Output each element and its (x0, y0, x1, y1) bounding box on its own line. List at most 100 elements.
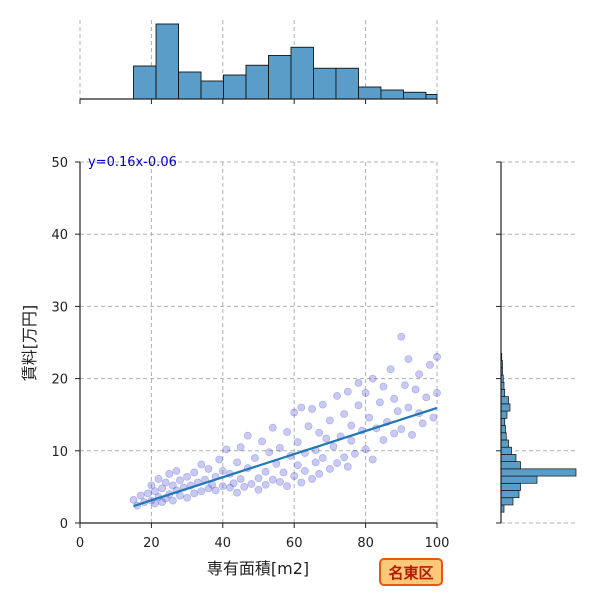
scatter-point (293, 438, 302, 447)
scatter-point (343, 462, 352, 471)
y-hist-bar (500, 454, 517, 462)
scatter-point (311, 458, 320, 467)
scatter-point (226, 483, 234, 492)
scatter-point (236, 475, 245, 483)
x-hist-bar (178, 71, 202, 100)
scatter-point (258, 437, 266, 446)
y-tick-label: 50 (51, 156, 68, 171)
scatter-point (176, 476, 184, 485)
scatter-point (340, 410, 349, 418)
scatter-point (393, 407, 402, 415)
scatter-point (197, 460, 206, 469)
x-hist-bar (290, 46, 314, 100)
x-hist-bar (358, 86, 382, 100)
scatter-point (329, 442, 338, 451)
scatter-point (350, 449, 359, 458)
x-hist-bar (155, 23, 179, 100)
x-tick-label: 100 (425, 536, 450, 551)
scatter-point (397, 332, 406, 341)
x-tick-label: 20 (143, 536, 160, 551)
x-tick-label: 0 (76, 536, 84, 551)
right-hist-grid (501, 161, 578, 524)
scatter-point (301, 467, 309, 475)
scatter-point (290, 472, 299, 480)
scatter-point (343, 387, 352, 396)
scatter-point (297, 478, 306, 487)
x-hist-bar (380, 89, 404, 100)
regression-line-group (133, 406, 438, 508)
y-axis-label: 賃料[万円] (20, 305, 39, 382)
scatter-point (404, 355, 413, 364)
scatter-point (304, 422, 313, 431)
scatter-point (379, 382, 388, 391)
scatter-point (322, 434, 331, 443)
scatter-point (318, 454, 327, 462)
ward-badge-box (379, 558, 443, 586)
ward-badge: 名東区 (379, 558, 443, 586)
regression-line (133, 406, 438, 508)
scatter-point (190, 489, 199, 498)
x-tick-label: 80 (357, 536, 374, 551)
scatter-point (161, 478, 170, 487)
scatter-point (425, 360, 434, 369)
x-axis-label: 専有面積[m2] (207, 559, 309, 578)
scatter-point (361, 389, 370, 397)
main-grid (79, 161, 438, 524)
scatter-point (218, 467, 227, 475)
y-hist-bar (500, 446, 512, 455)
y-hist-bar (500, 410, 508, 419)
scatter-point (368, 374, 377, 383)
x-hist-bar (402, 91, 427, 100)
scatter-point (204, 464, 213, 473)
scatter-point (236, 443, 245, 452)
scatter-point (265, 448, 274, 457)
y-hist-bar (500, 490, 520, 499)
scatter-point (254, 474, 263, 483)
scatter-point (333, 392, 341, 400)
y-hist-bar (500, 396, 509, 405)
scatter-point (433, 353, 441, 361)
scatter-point (293, 461, 302, 470)
scatter-point (222, 445, 231, 454)
scatter-point (297, 403, 306, 412)
y-tick-label: 40 (51, 228, 68, 243)
scatter-point (276, 477, 284, 486)
scatter-point (261, 480, 270, 489)
scatter-point (147, 481, 156, 490)
scatter-point (379, 436, 388, 444)
regression-equation-annotation: y=0.16x-0.06 (88, 155, 177, 170)
scatter-point (247, 480, 256, 488)
x-hist-bar (245, 64, 269, 100)
scatter-point (397, 425, 406, 434)
scatter-point (411, 385, 420, 394)
scatter-point (158, 484, 167, 493)
scatter-point (183, 493, 191, 502)
scatter-point (243, 431, 252, 440)
scatter-point (347, 436, 356, 445)
scatter-point (197, 487, 206, 496)
y-tick-label: 20 (51, 373, 68, 388)
scatter-point (365, 413, 374, 422)
scatter-point (283, 428, 291, 436)
scatter-point (390, 429, 399, 438)
ward-badge-label: 名東区 (388, 564, 433, 582)
scatter-point (233, 488, 241, 497)
x-marginal-histogram (133, 23, 438, 100)
scatter-point (204, 484, 213, 493)
scatter-point (151, 487, 159, 496)
y-tick-label: 30 (51, 300, 68, 315)
scatter-points (129, 332, 441, 510)
x-hist-bar (425, 94, 438, 100)
scatter-point (261, 467, 270, 476)
y-hist-bar (500, 497, 514, 506)
scatter-point (168, 481, 177, 490)
scatter-point (129, 495, 138, 504)
scatter-point (143, 489, 152, 498)
axes (75, 98, 502, 528)
scatter-point (254, 485, 263, 494)
scatter-point (354, 401, 363, 410)
scatter-point (308, 475, 316, 483)
scatter-point (408, 431, 416, 439)
y-hist-bar (500, 439, 509, 448)
scatter-point (283, 482, 291, 491)
